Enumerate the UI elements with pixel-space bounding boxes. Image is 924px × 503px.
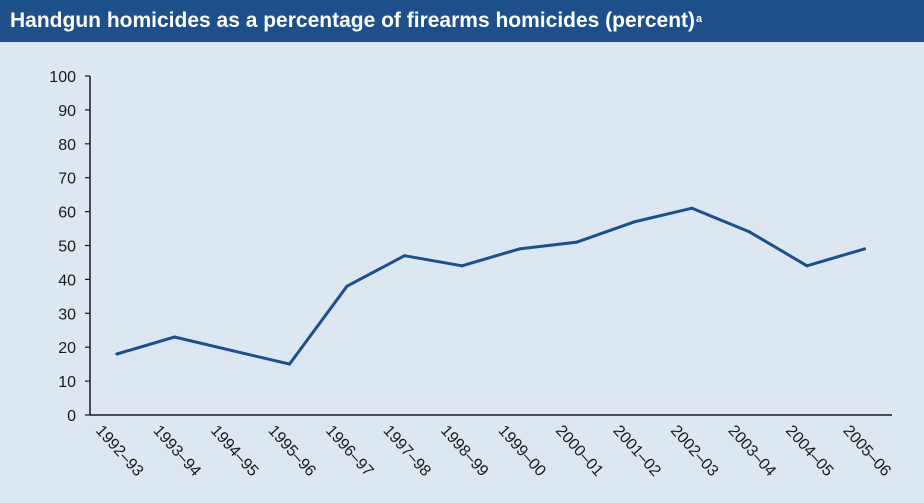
x-tick-label: 1993–94: [150, 422, 204, 480]
x-tick-label: 2002–03: [667, 422, 721, 480]
x-tick-label: 1999–00: [495, 422, 549, 480]
x-axis-ticks: 1992–93 1993–94 1994–95 1995–96 1996–97 1997–…: [92, 422, 894, 480]
data-point: [690, 206, 694, 210]
y-tick-label: 90: [58, 103, 76, 120]
y-tick-label: 100: [49, 69, 76, 86]
data-point: [403, 254, 406, 258]
data-point: [345, 284, 349, 288]
chart-title: Handgun homicides as a percentage of fir…: [10, 9, 696, 32]
x-tick-label: 2005–06: [840, 422, 894, 480]
y-tick-label: 50: [58, 239, 76, 256]
y-tick-label: 30: [58, 306, 76, 323]
data-point: [288, 362, 291, 366]
chart-title-bar: Handgun homicides as a percentage of fir…: [0, 0, 924, 42]
x-tick-label: 1995–96: [265, 422, 319, 480]
data-point: [115, 352, 119, 356]
y-tick-label: 80: [58, 137, 76, 154]
data-point: [633, 220, 636, 224]
data-point: [748, 230, 751, 234]
y-tick-label: 0: [67, 408, 76, 425]
y-tick-label: 10: [58, 374, 76, 391]
y-tick-label: 70: [58, 171, 76, 188]
data-point: [863, 247, 866, 251]
title-footnote-marker: a: [696, 13, 703, 25]
data-point: [173, 335, 176, 339]
x-tick-label: 1994–95: [207, 422, 261, 480]
data-point: [460, 264, 464, 268]
y-tick-label: 60: [58, 205, 76, 222]
chart-series: [115, 206, 866, 366]
data-point: [230, 349, 234, 353]
x-tick-label: 2000–01: [552, 422, 606, 480]
y-tick-label: 40: [58, 272, 76, 289]
series-line: [115, 206, 866, 366]
data-point: [518, 247, 521, 251]
x-tick-label: 2001–02: [610, 422, 664, 480]
x-tick-label: 1996–97: [322, 422, 376, 480]
y-axis-ticks: 0 10 20 30 40 50 60 70 80 90 100: [49, 69, 90, 425]
x-tick-label: 2003–04: [725, 422, 779, 480]
data-point: [575, 240, 579, 244]
x-tick-label: 2004–05: [782, 422, 836, 480]
x-tick-label: 1998–99: [437, 422, 491, 480]
x-tick-label: 1997–98: [380, 422, 434, 480]
data-point: [805, 264, 809, 268]
x-tick-label: 1992–93: [92, 422, 146, 480]
y-tick-label: 20: [58, 340, 76, 357]
